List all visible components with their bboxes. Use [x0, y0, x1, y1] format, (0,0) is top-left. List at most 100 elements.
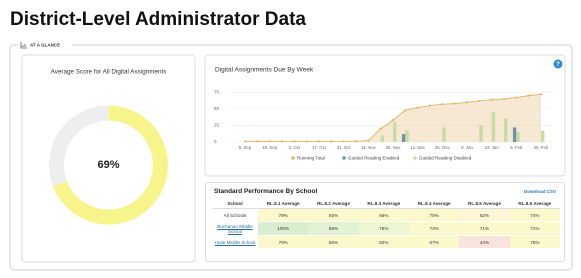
- donut-segment: [49, 105, 168, 225]
- running-total-point: [539, 93, 543, 96]
- running-total-point: [354, 140, 358, 143]
- running-total-point: [515, 96, 518, 99]
- column-header: RL.8.3 Average: [358, 199, 409, 209]
- running-total-point: [478, 99, 481, 103]
- score-cell: 75%: [509, 235, 560, 249]
- school-cell[interactable]: Buchanan Middle School: [212, 221, 258, 236]
- bar: [401, 134, 406, 142]
- x-tick-label: 17. Oct: [312, 145, 327, 150]
- table-row: Hyde Middle School 70% 56% 62% 67% 44% 75%: [212, 235, 560, 249]
- download-link[interactable]: Download CSV: [523, 189, 556, 194]
- score-cell: 70%: [258, 235, 309, 249]
- section-label-bg: [18, 41, 72, 49]
- table-row: All Schools 79% 65% 66% 70% 52% 74%: [212, 208, 560, 222]
- school-cell[interactable]: Hyde Middle School: [212, 235, 258, 249]
- x-tick-label: 5. Sep: [239, 145, 252, 150]
- running-total-point: [428, 104, 432, 107]
- legend-swatch: [291, 156, 295, 160]
- score-cell: 65%: [308, 208, 359, 222]
- running-total-point: [342, 140, 345, 143]
- x-tick-label: 26. Dec: [435, 145, 451, 150]
- school-cell: All Schools: [212, 208, 258, 222]
- bar: [512, 127, 517, 142]
- donut-title: Average Score for All Digital Assignment…: [51, 69, 167, 76]
- column-header: RL.8.4 Average: [408, 199, 460, 209]
- performance-table: School RL.8.1 Average RL.8.2 Average RL.8.3…: [212, 199, 560, 249]
- x-tick-label: 6. Feb: [510, 145, 523, 150]
- column-header: RL.8.1 Average: [258, 199, 309, 209]
- running-total-point: [268, 140, 271, 143]
- bar: [479, 125, 483, 142]
- bar: [442, 127, 446, 142]
- column-header: RL.8.2 Average: [308, 199, 359, 209]
- running-total-point: [465, 101, 469, 104]
- x-tick-label: 31. Oct: [337, 145, 352, 150]
- score-cell: 79%: [258, 208, 309, 222]
- weekly-card: [204, 54, 566, 177]
- section-label: AT A GLANCE: [30, 43, 60, 48]
- help-icon-text[interactable]: ?: [556, 62, 560, 68]
- score-cell: 86%: [308, 221, 359, 236]
- score-card: [21, 54, 196, 263]
- y-tick-label: 25: [214, 123, 220, 128]
- running-total-point: [367, 139, 370, 142]
- score-cell: 73%: [408, 221, 460, 236]
- bar: [393, 122, 397, 142]
- running-total-point: [317, 140, 321, 143]
- score-cell: 56%: [308, 235, 359, 249]
- running-total-point: [256, 140, 259, 143]
- score-cell: 70%: [408, 208, 460, 222]
- running-total-point: [404, 109, 407, 112]
- column-header: RL.8.5 Average: [459, 199, 510, 209]
- help-icon[interactable]: [553, 59, 563, 69]
- x-tick-label: 3. Oct: [289, 145, 301, 150]
- y-tick-label: 0: [214, 139, 217, 144]
- running-total-area: [245, 94, 541, 142]
- table-title: Standard Performance By School: [214, 188, 318, 195]
- score-cell: 44%: [459, 235, 510, 249]
- y-tick-label: 75: [214, 90, 220, 95]
- x-tick-label: 9. Jan: [461, 145, 473, 150]
- column-header: RL.8.6 Average: [509, 199, 560, 209]
- bar: [405, 130, 409, 142]
- running-total-point: [379, 127, 382, 130]
- legend-swatch: [342, 156, 346, 160]
- y-tick-label: 50: [214, 106, 220, 111]
- x-tick-label: 12. Dec: [410, 145, 426, 150]
- running-total-point: [293, 140, 296, 143]
- bar: [491, 112, 496, 142]
- score-cell: 74%: [509, 208, 560, 222]
- column-header: School: [212, 199, 258, 209]
- donut-center-label: 69%: [97, 159, 119, 171]
- section-icon: [20, 42, 27, 49]
- bar: [504, 118, 508, 142]
- legend-label: Guided Reading Disabled: [419, 156, 472, 161]
- page-title: District-Level Administrator Data: [10, 9, 306, 30]
- score-cell: 67%: [408, 235, 460, 249]
- table-row: Buchanan Middle School 100% 86% 76% 73% 71% 71…: [212, 221, 560, 236]
- score-cell: 62%: [358, 235, 409, 249]
- header-row: School RL.8.1 Average RL.8.2 Average RL.8.3…: [212, 199, 560, 209]
- score-cell: 76%: [358, 221, 409, 236]
- running-total-point: [527, 94, 530, 97]
- table-card: Standard Performance By School Download …: [205, 182, 565, 262]
- x-tick-label: 14. Nov: [361, 145, 377, 150]
- legend-label: Guided Reading Enabled: [348, 156, 400, 161]
- bar: [541, 130, 545, 142]
- running-total-point: [330, 140, 333, 143]
- score-cell: 52%: [459, 208, 510, 222]
- x-tick-label: 23. Jan: [485, 145, 500, 150]
- x-tick-label: 28. Nov: [386, 145, 402, 150]
- running-total-point: [280, 140, 284, 143]
- running-total-point: [441, 103, 444, 106]
- bar: [380, 135, 385, 142]
- score-cell: 100%: [258, 221, 309, 236]
- score-cell: 66%: [358, 208, 409, 222]
- running-total-point: [416, 106, 419, 109]
- running-total-point: [391, 119, 395, 122]
- bar: [516, 132, 520, 142]
- running-total-point: [502, 97, 506, 101]
- score-cell: 71%: [509, 221, 560, 236]
